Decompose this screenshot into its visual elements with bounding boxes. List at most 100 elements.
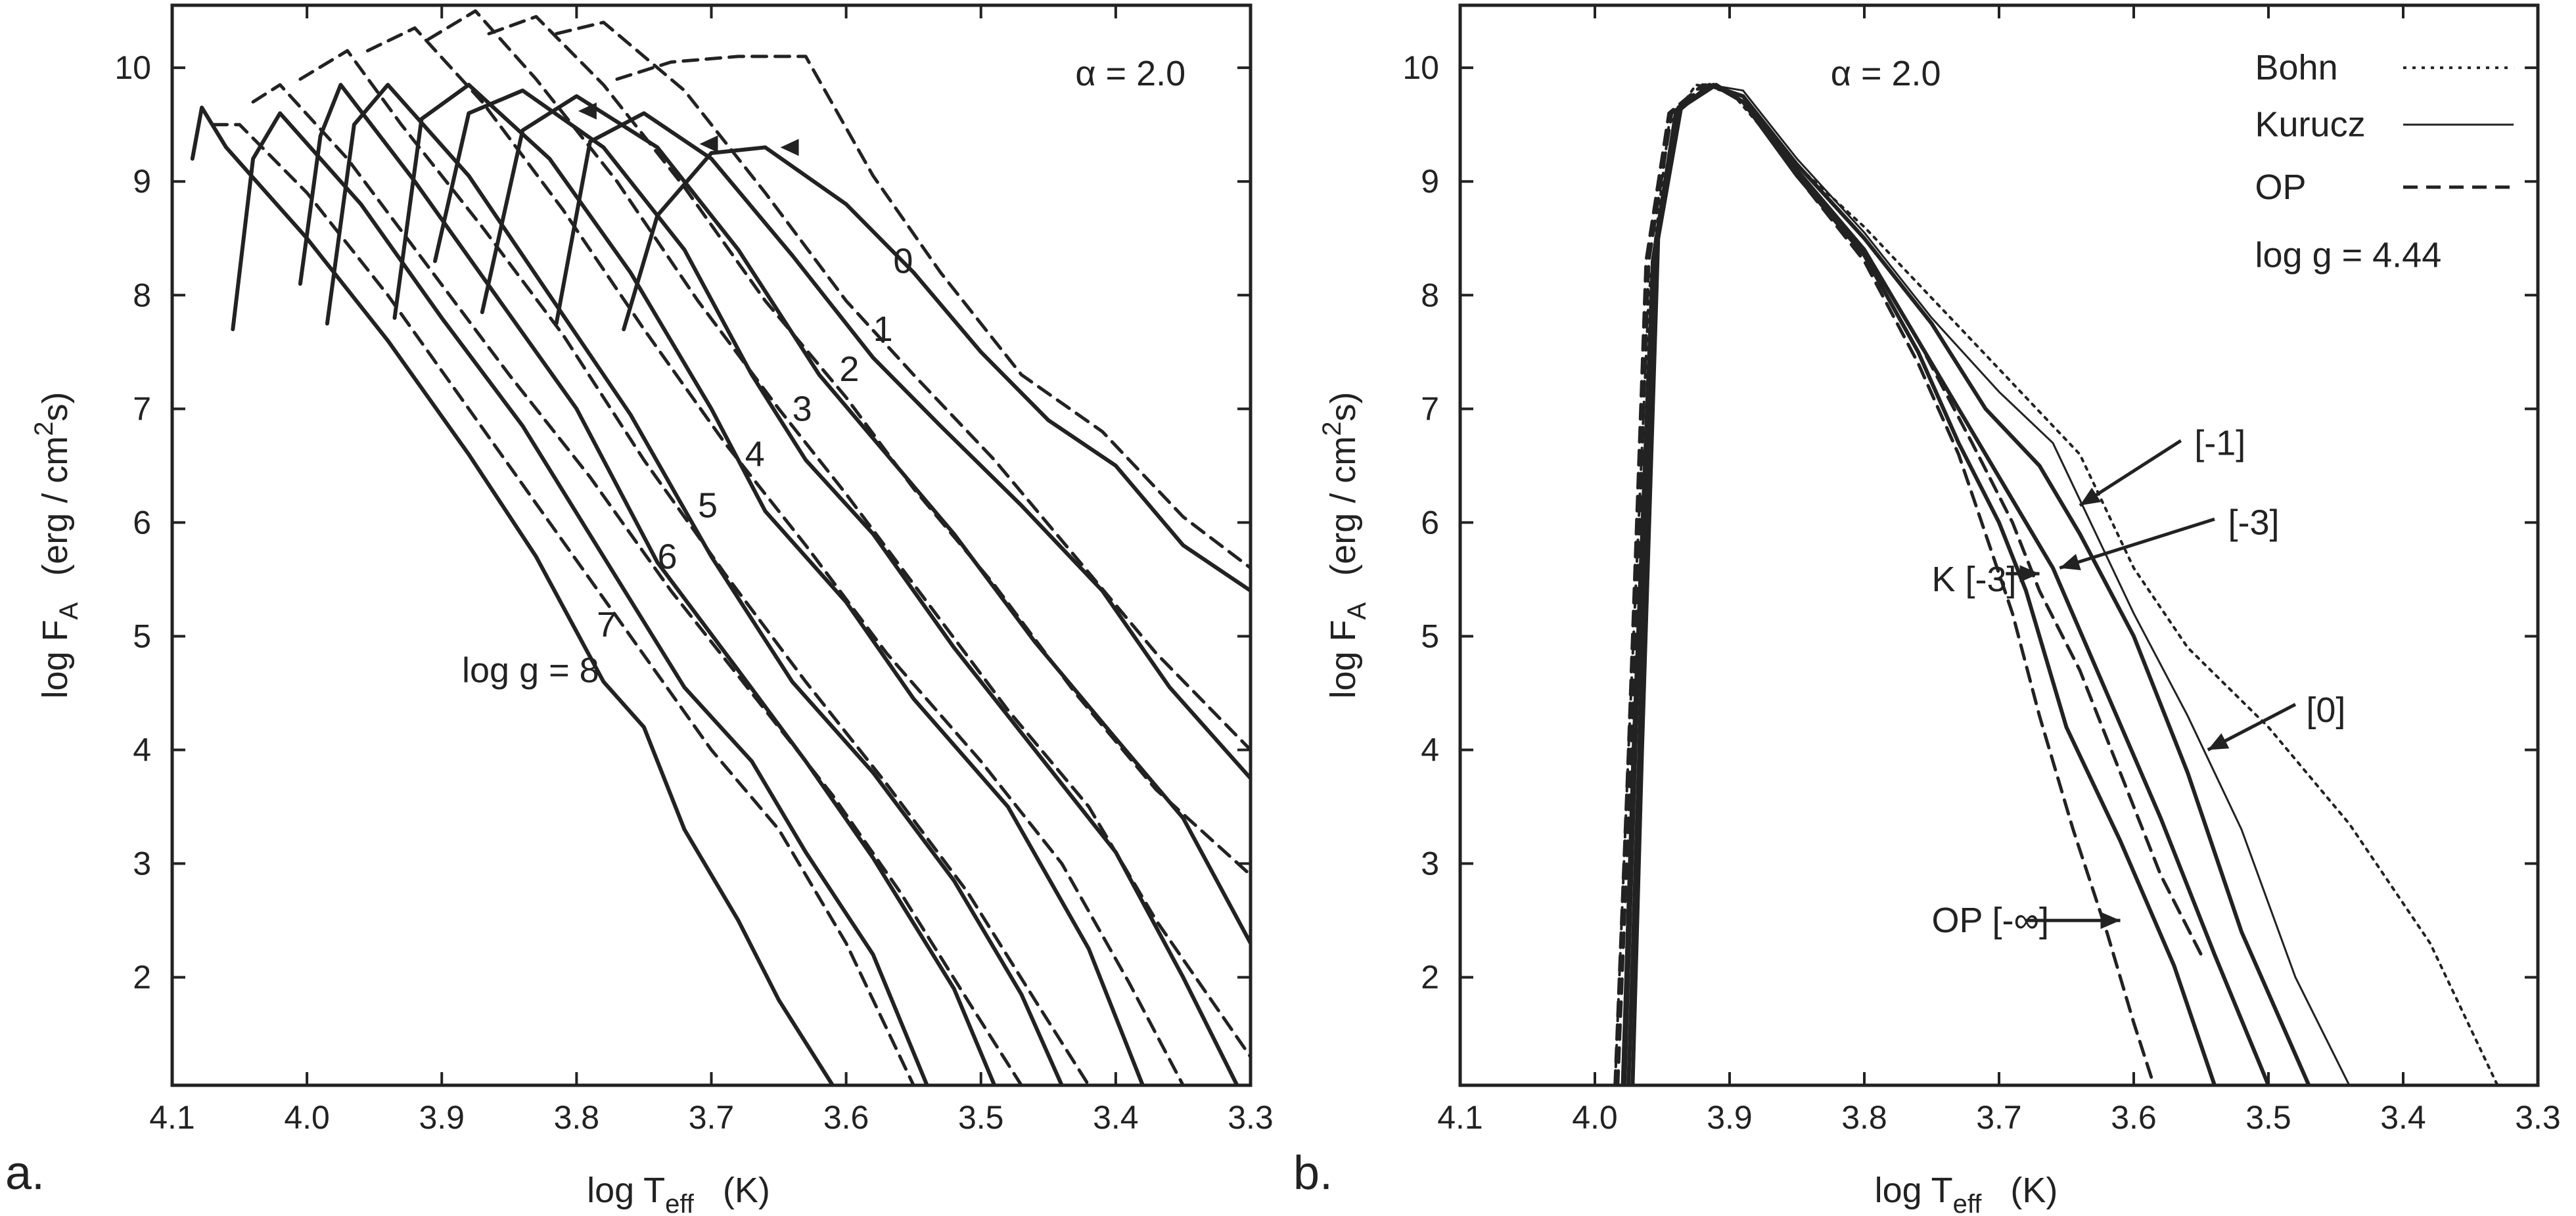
series-line-solid-1 (231, 111, 929, 1085)
y-tick-label: 4 (133, 731, 151, 768)
annotation-1: Bohn (2255, 48, 2338, 87)
y-axis-label-unit: (erg / cm (35, 436, 75, 576)
y-axis-label: log FA (erg / cm2s) (1318, 392, 1371, 698)
annotation-5: [-1] (2194, 423, 2245, 462)
annotation-9: log g = 8 (462, 650, 599, 690)
y-tick-label: 4 (1421, 731, 1439, 768)
x-axis-label-sub: eff (1953, 1190, 1983, 1216)
direction-arrow-2 (780, 139, 799, 156)
annotation-5: 4 (745, 435, 765, 474)
series-line-dashed-16 (615, 55, 1251, 570)
series-line-solid-11 (480, 94, 1251, 945)
y-axis-label-sup: 2 (30, 421, 58, 436)
y-tick-label: 6 (133, 504, 151, 541)
series-line-solid-15 (622, 145, 1251, 593)
series-line-dashed-5 (1613, 83, 2203, 1085)
y-tick-label: 3 (133, 845, 151, 882)
x-axis-label-main: log T (1875, 1171, 1953, 1210)
series-line-solid-0 (190, 105, 835, 1085)
series-line-solid-3 (298, 83, 997, 1085)
direction-arrow-0 (578, 102, 597, 120)
y-tick-label: 5 (133, 618, 151, 654)
x-tick-label: 3.9 (1707, 1099, 1753, 1136)
annotation-4: 3 (793, 389, 812, 428)
y-tick-label: 2 (1421, 959, 1439, 996)
y-axis-label-sub: A (1343, 602, 1371, 619)
y-axis-label-unit: (erg / cm (1323, 436, 1363, 576)
annotation-2: 1 (873, 309, 893, 349)
pointer-arrow-head-4 (2100, 912, 2121, 930)
series-group (190, 9, 1251, 1085)
x-tick-label: 3.3 (1228, 1099, 1274, 1136)
x-tick-label: 3.6 (823, 1099, 869, 1136)
series-line-dashed-8 (365, 26, 1185, 1085)
y-axis-label-main: log F (1323, 619, 1363, 698)
x-axis-label-unit: (K) (2010, 1171, 2058, 1210)
annotation-6: 5 (698, 485, 718, 525)
panel-a: 4.1 4.0 3.9 3.8 3.7 3.6 3.5 3.4 3.32345678910log… (5, 3, 1274, 1216)
direction-arrow-1 (699, 135, 718, 153)
annotation-7: 6 (657, 537, 677, 576)
annotation-7: K [-3] (1932, 560, 2017, 599)
y-axis-label-unit-end: s) (35, 392, 75, 421)
y-tick-label: 7 (133, 390, 151, 427)
x-tick-label: 4.1 (149, 1099, 195, 1136)
y-axis-label-sup: 2 (1318, 421, 1346, 436)
pointer-arrow-0 (2079, 439, 2182, 507)
panel-label: b. (1293, 1147, 1333, 1200)
annotation-0: α = 2.0 (1831, 54, 1941, 93)
y-tick-label: 10 (114, 49, 151, 86)
x-tick-label: 3.8 (1841, 1099, 1887, 1136)
series-group (1613, 83, 2499, 1085)
x-tick-label: 3.4 (1093, 1099, 1139, 1136)
x-tick-label: 3.6 (2111, 1099, 2157, 1136)
x-tick-label: 3.5 (2245, 1099, 2291, 1136)
y-tick-label: 2 (133, 959, 151, 996)
x-axis-label-sub: eff (665, 1190, 695, 1216)
annotation-8: 7 (597, 605, 616, 644)
pointer-arrow-head-1 (2059, 554, 2081, 570)
x-tick-label: 4.0 (1572, 1099, 1618, 1136)
y-tick-label: 10 (1402, 49, 1439, 86)
y-tick-label: 7 (1421, 390, 1439, 427)
x-tick-label: 3.5 (958, 1099, 1004, 1136)
annotation-6: [-3] (2228, 503, 2280, 542)
annotation-8: [0] (2306, 690, 2345, 730)
x-tick-label: 4.0 (284, 1099, 330, 1136)
x-tick-label: 3.8 (554, 1099, 600, 1136)
y-tick-label: 6 (1421, 504, 1439, 541)
x-axis-label-main: log T (587, 1171, 665, 1210)
series-line-dashed-14 (555, 20, 1251, 752)
series-line-dashed-2 (211, 123, 915, 1085)
pointer-arrow-head-3 (2207, 733, 2230, 750)
x-tick-label: 3.4 (2380, 1099, 2426, 1136)
pointer-arrow-1 (2059, 517, 2215, 570)
annotation-3: 2 (839, 349, 859, 389)
annotation-2: Kurucz (2255, 105, 2366, 145)
y-tick-label: 5 (1421, 618, 1439, 654)
y-tick-label: 8 (133, 277, 151, 313)
annotation-0: α = 2.0 (1075, 54, 1185, 93)
pointer-arrow-head-0 (2080, 487, 2102, 506)
series-line-dashed-10 (426, 9, 1251, 1059)
x-tick-label: 4.1 (1437, 1099, 1483, 1136)
annotation-3: OP (2255, 168, 2307, 207)
y-axis-label-main: log F (35, 619, 75, 698)
pointer-arrow-head-2 (2019, 565, 2040, 583)
series-line-solid-4 (1630, 83, 2217, 1085)
plot-frame (170, 3, 1253, 1087)
series-line-dashed-6 (1616, 83, 2156, 1085)
series-line-dashed-4 (251, 83, 1023, 1085)
x-tick-label: 3.7 (1976, 1099, 2022, 1136)
series-line-solid-7 (392, 83, 1145, 1085)
series-line-dotted-0 (1613, 83, 2499, 1085)
y-axis-label: log FA (erg / cm2s) (30, 392, 83, 698)
x-axis-label: log Teff (K) (1875, 1171, 2058, 1216)
x-tick-label: 3.7 (689, 1099, 735, 1136)
panel-b: 4.1 4.0 3.9 3.8 3.7 3.6 3.5 3.4 3.3 2 3 4 5 6 7 8 9 10 log… (1293, 3, 2561, 1216)
y-tick-label: 9 (1421, 163, 1439, 200)
series-line-dashed-6 (298, 49, 1091, 1085)
y-tick-label: 3 (1421, 845, 1439, 882)
x-tick-label: 3.9 (419, 1099, 465, 1136)
